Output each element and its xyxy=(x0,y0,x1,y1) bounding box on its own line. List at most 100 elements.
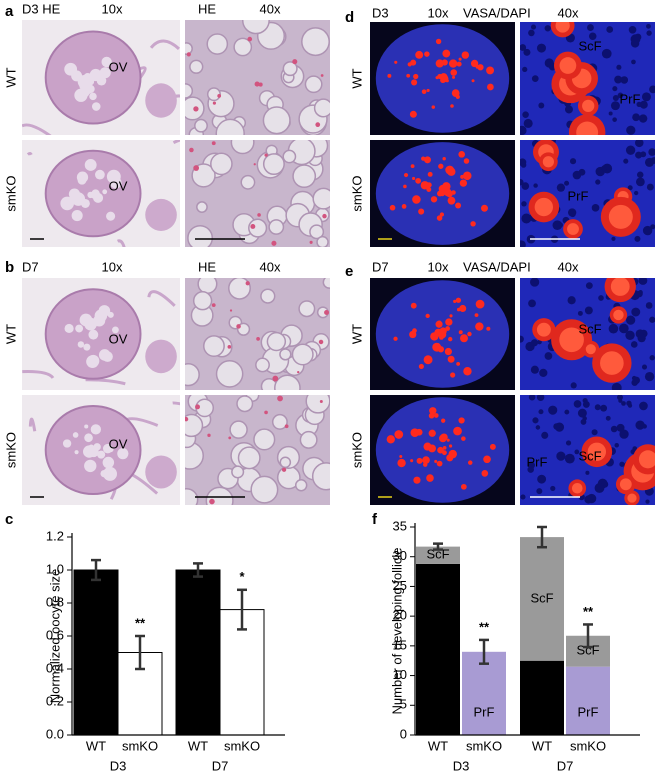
oocyte xyxy=(194,118,208,133)
follicle xyxy=(74,450,79,455)
nucleus xyxy=(577,408,587,418)
stain-spot xyxy=(227,344,232,349)
nucleus xyxy=(638,278,648,285)
row-label: smKO xyxy=(349,175,364,211)
nucleus xyxy=(541,431,549,439)
oocyte xyxy=(403,184,407,189)
nucleus xyxy=(594,404,601,411)
oocyte xyxy=(440,433,448,442)
nucleus xyxy=(612,117,617,122)
nucleus xyxy=(564,453,575,464)
segment-label: ScF xyxy=(576,643,599,658)
oocyte xyxy=(255,357,270,373)
nucleus xyxy=(649,355,655,361)
micrograph-content xyxy=(22,278,180,390)
image-annotation: OV xyxy=(109,331,128,346)
panel-header: 10x xyxy=(428,5,449,20)
nucleus xyxy=(527,466,534,473)
oocyte xyxy=(403,173,409,178)
oocyte xyxy=(467,331,472,337)
nucleus xyxy=(641,92,651,102)
tissue xyxy=(85,378,126,386)
micrograph xyxy=(185,140,330,247)
nucleus xyxy=(635,420,645,430)
oocyte xyxy=(426,187,432,193)
oocyte xyxy=(445,318,453,326)
follicle xyxy=(107,311,114,318)
x-tick-label: WT xyxy=(86,738,106,753)
oocyte xyxy=(253,428,276,451)
nucleus xyxy=(580,419,587,425)
oocyte-core xyxy=(536,322,551,337)
follicle xyxy=(75,324,84,333)
follicle xyxy=(71,210,83,222)
oocyte xyxy=(230,140,255,155)
oocyte xyxy=(410,459,414,463)
oocyte xyxy=(410,302,417,309)
panel-header: D3 xyxy=(372,5,389,20)
oocyte xyxy=(489,443,496,450)
oocyte xyxy=(487,83,494,91)
nucleus xyxy=(619,429,629,439)
oocyte xyxy=(406,73,411,78)
oocyte xyxy=(460,483,467,490)
nucleus xyxy=(638,114,648,123)
nucleus xyxy=(523,48,531,56)
stain-spot xyxy=(236,324,241,329)
follicle xyxy=(103,466,117,481)
oocyte xyxy=(463,367,472,376)
oocyte xyxy=(196,201,208,213)
oocyte xyxy=(389,204,396,211)
nucleus xyxy=(601,48,612,59)
tissue xyxy=(22,123,52,135)
oocyte xyxy=(426,88,430,92)
panel-header: DAPI xyxy=(500,5,530,20)
nucleus xyxy=(569,158,577,165)
nucleus xyxy=(530,365,539,374)
nucleus xyxy=(637,334,646,343)
oocyte xyxy=(436,460,443,467)
oocyte xyxy=(423,156,431,164)
tissue xyxy=(172,401,180,406)
panel-label: e xyxy=(345,263,353,280)
oocyte xyxy=(442,450,447,456)
nucleus xyxy=(584,306,593,315)
nucleus xyxy=(591,429,598,436)
oocyte xyxy=(477,64,484,71)
nucleus xyxy=(636,290,643,298)
oocyte xyxy=(452,75,456,79)
bar-segment xyxy=(462,651,506,735)
oocyte xyxy=(430,332,439,341)
image-annotation: PrF xyxy=(620,91,641,106)
y-tick-label: 0.2 xyxy=(46,693,64,708)
oocyte xyxy=(413,73,419,80)
tissue xyxy=(145,83,177,118)
oocyte xyxy=(394,60,398,64)
follicle xyxy=(97,450,106,459)
nucleus xyxy=(621,401,626,406)
oocyte xyxy=(410,59,417,66)
image-annotation: ScF xyxy=(578,448,601,463)
panel-header: D3 HE xyxy=(22,1,61,16)
oocyte-core xyxy=(619,478,632,491)
stain-spot xyxy=(193,165,200,171)
error-bar xyxy=(91,558,101,582)
stain-spot xyxy=(245,281,250,286)
oocyte xyxy=(399,454,403,459)
oocyte xyxy=(450,372,456,378)
oocyte xyxy=(268,219,285,235)
oocyte xyxy=(215,360,244,388)
nucleus xyxy=(620,76,629,84)
tissue xyxy=(22,370,55,379)
oocyte xyxy=(475,322,484,331)
nucleus xyxy=(536,395,545,401)
nucleus xyxy=(556,183,566,192)
nucleus xyxy=(536,488,543,495)
stain-spot xyxy=(258,82,263,87)
oocyte xyxy=(237,446,261,470)
stain-spot xyxy=(309,240,313,244)
oocyte xyxy=(421,89,427,95)
oocyte xyxy=(393,336,398,341)
oocyte xyxy=(397,458,406,468)
